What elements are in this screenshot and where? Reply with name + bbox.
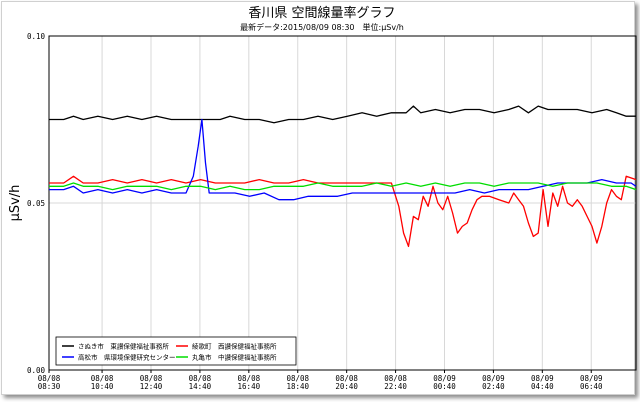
y-tick-label: 0.05 bbox=[27, 199, 45, 208]
x-tick-date: 08/09 bbox=[482, 374, 505, 383]
series-line-2 bbox=[49, 175, 637, 248]
legend-box bbox=[55, 336, 297, 366]
x-tick-date: 08/09 bbox=[433, 374, 456, 383]
x-tick-date: 08/08 bbox=[38, 374, 61, 383]
x-tick-date: 08/08 bbox=[384, 374, 407, 383]
x-tick-date: 08/08 bbox=[335, 374, 358, 383]
y-tick-label: 0.10 bbox=[27, 32, 46, 41]
y-axis-label: μSv/h bbox=[8, 185, 23, 222]
x-tick-time: 10:40 bbox=[91, 382, 114, 391]
x-tick-time: 18:40 bbox=[286, 382, 309, 391]
x-tick-date: 08/08 bbox=[189, 374, 212, 383]
x-tick-time: 06:40 bbox=[580, 382, 603, 391]
legend-label-1: さぬき市 東讃保健福祉事務所 bbox=[78, 342, 169, 351]
legend-label-3: 高松市 県環境保健研究センター bbox=[78, 353, 176, 362]
x-tick-date: 08/09 bbox=[580, 374, 603, 383]
x-tick-time: 22:40 bbox=[384, 382, 407, 391]
x-tick-date: 08/08 bbox=[286, 374, 309, 383]
chart-frame: 香川県 空間線量率グラフ 最新データ:2015/08/09 08:30 単位:μS… bbox=[1, 1, 637, 395]
x-tick-time: 08:30 bbox=[38, 382, 61, 391]
x-tick-time: 12:40 bbox=[140, 382, 163, 391]
series-line-4 bbox=[49, 182, 637, 191]
x-tick-time: 02:40 bbox=[482, 382, 505, 391]
x-tick-time: 04:40 bbox=[531, 382, 554, 391]
chart-title: 香川県 空間線量率グラフ bbox=[248, 5, 395, 21]
x-tick-date: 08/08 bbox=[140, 374, 163, 383]
x-tick-time: 16:40 bbox=[238, 382, 261, 391]
x-tick-date: 08/08 bbox=[238, 374, 261, 383]
x-tick-date: 08/09 bbox=[531, 374, 554, 383]
series-line-3 bbox=[49, 118, 637, 201]
legend-label-2: 綾歌町 西讃保健福祉事務所 bbox=[192, 342, 277, 351]
series-line-1 bbox=[49, 105, 636, 124]
x-tick-time: 00:40 bbox=[433, 382, 456, 391]
chart-subtitle: 最新データ:2015/08/09 08:30 単位:μSv/h bbox=[240, 22, 404, 32]
legend-label-4: 丸亀市 中讃保健福祉事務所 bbox=[192, 353, 277, 362]
x-tick-time: 14:40 bbox=[189, 382, 212, 391]
plot-border bbox=[48, 35, 637, 371]
x-tick-date: 08/08 bbox=[91, 374, 114, 383]
y-tick-label: 0.00 bbox=[27, 366, 46, 375]
x-tick-time: 20:40 bbox=[335, 382, 358, 391]
